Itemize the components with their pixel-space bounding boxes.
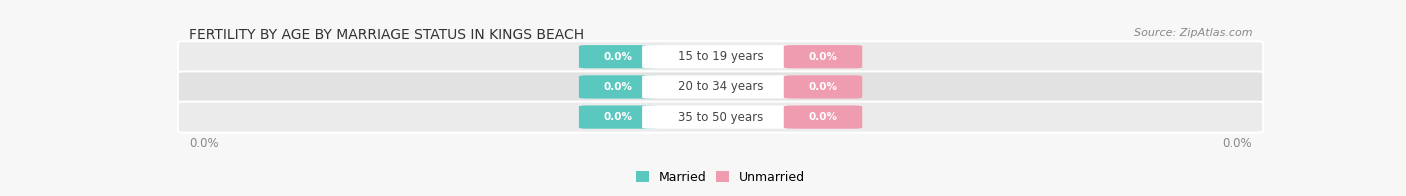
Text: 0.0%: 0.0% <box>808 82 838 92</box>
Text: 0.0%: 0.0% <box>808 112 838 122</box>
Text: 0.0%: 0.0% <box>603 82 633 92</box>
FancyBboxPatch shape <box>579 75 658 99</box>
Text: 0.0%: 0.0% <box>603 112 633 122</box>
FancyBboxPatch shape <box>783 45 862 68</box>
Text: 20 to 34 years: 20 to 34 years <box>678 80 763 93</box>
FancyBboxPatch shape <box>179 41 1263 72</box>
Text: 0.0%: 0.0% <box>603 52 633 62</box>
Text: 0.0%: 0.0% <box>808 52 838 62</box>
FancyBboxPatch shape <box>783 105 862 129</box>
FancyBboxPatch shape <box>643 45 799 68</box>
FancyBboxPatch shape <box>179 102 1263 133</box>
FancyBboxPatch shape <box>179 71 1263 103</box>
Text: Source: ZipAtlas.com: Source: ZipAtlas.com <box>1133 28 1253 38</box>
FancyBboxPatch shape <box>579 45 658 68</box>
FancyBboxPatch shape <box>643 105 799 129</box>
Text: 0.0%: 0.0% <box>1223 137 1253 150</box>
FancyBboxPatch shape <box>783 75 862 99</box>
FancyBboxPatch shape <box>643 75 799 99</box>
Text: 35 to 50 years: 35 to 50 years <box>678 111 763 124</box>
FancyBboxPatch shape <box>579 105 658 129</box>
Text: FERTILITY BY AGE BY MARRIAGE STATUS IN KINGS BEACH: FERTILITY BY AGE BY MARRIAGE STATUS IN K… <box>188 28 583 42</box>
Text: 15 to 19 years: 15 to 19 years <box>678 50 763 63</box>
Text: 0.0%: 0.0% <box>188 137 218 150</box>
Legend: Married, Unmarried: Married, Unmarried <box>634 168 807 186</box>
